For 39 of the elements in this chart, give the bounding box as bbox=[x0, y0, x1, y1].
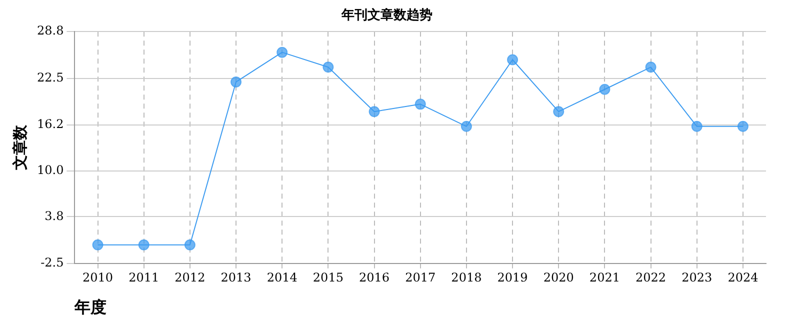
point bbox=[230, 76, 242, 88]
point bbox=[553, 106, 564, 118]
x-tick-label: 2014 bbox=[266, 270, 298, 285]
y-tick-label: 16.2 bbox=[37, 117, 64, 132]
chart-title: 年刊文章数趋势 bbox=[340, 7, 432, 24]
point bbox=[460, 120, 472, 132]
y-tick-label: 3.8 bbox=[44, 208, 64, 223]
x-tick-label: 2015 bbox=[312, 270, 344, 285]
y-tick-label: 22.5 bbox=[37, 70, 64, 84]
x-tick-label: 2018 bbox=[451, 270, 482, 285]
point bbox=[645, 62, 656, 73]
point bbox=[184, 239, 196, 250]
y-axis-title: 文章数 bbox=[10, 124, 29, 171]
y-tick-label: 10.0 bbox=[37, 162, 64, 177]
y-tick-label: -2.5 bbox=[40, 256, 64, 270]
x-tick-label: 2024 bbox=[728, 270, 759, 285]
point bbox=[92, 239, 104, 250]
x-tick-label: 2013 bbox=[220, 270, 252, 285]
y-tick-label: 28.8 bbox=[37, 24, 64, 38]
x-tick-label: 2020 bbox=[543, 270, 574, 285]
x-tick-label: 2017 bbox=[405, 270, 436, 285]
x-tick-label: 2012 bbox=[174, 270, 206, 285]
point bbox=[599, 84, 610, 95]
point bbox=[276, 46, 288, 58]
x-tick-label: 2019 bbox=[497, 270, 528, 285]
point bbox=[737, 120, 748, 132]
point bbox=[691, 120, 702, 132]
x-tick-label: 2021 bbox=[589, 270, 620, 285]
x-tick-label: 2022 bbox=[636, 270, 666, 285]
point bbox=[507, 54, 518, 66]
point bbox=[322, 62, 334, 73]
point bbox=[138, 239, 150, 250]
x-tick-label: 2016 bbox=[359, 270, 390, 285]
point bbox=[414, 98, 426, 110]
x-tick-label: 2010 bbox=[82, 270, 114, 285]
x-axis-title: 年度 bbox=[74, 298, 107, 317]
x-tick-label: 2011 bbox=[128, 270, 160, 285]
point bbox=[368, 106, 380, 118]
x-tick-label: 2023 bbox=[682, 270, 712, 285]
